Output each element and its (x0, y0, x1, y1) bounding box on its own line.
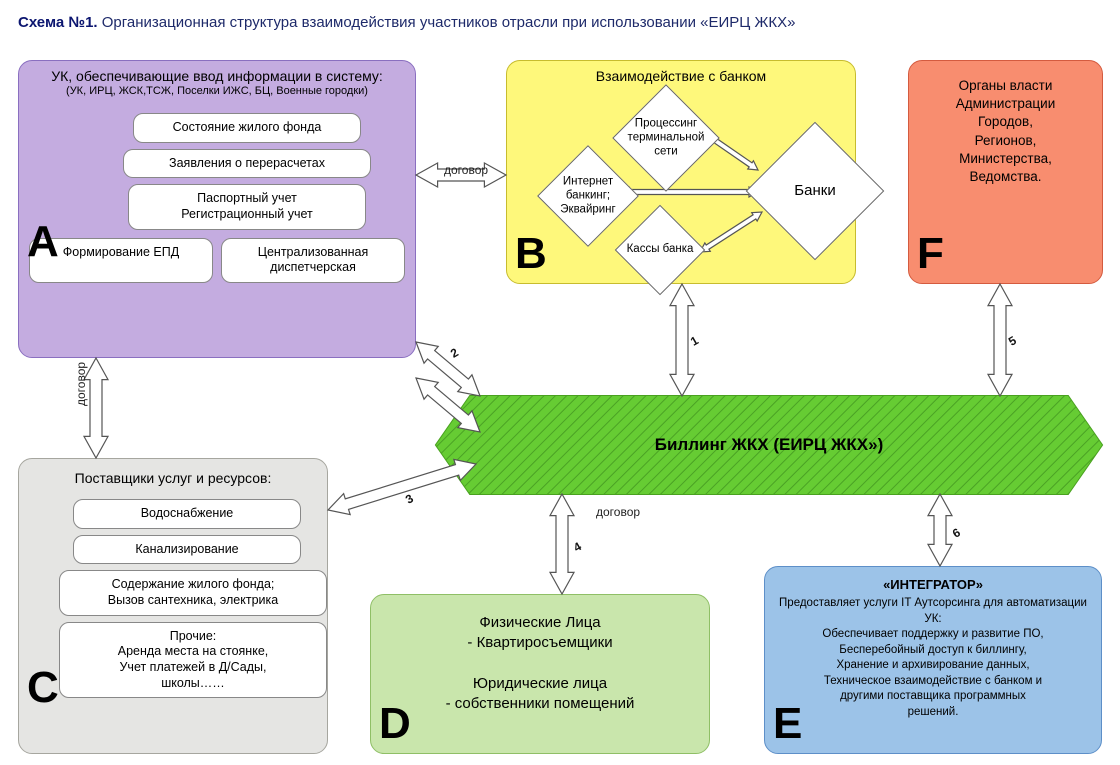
edge-label: договор (74, 362, 88, 406)
block-a-item: Состояние жилого фонда (133, 113, 361, 143)
block-f: Органы властиАдминистрацииГородов,Регион… (908, 60, 1103, 284)
block-e-title: «ИНТЕГРАТОР» (765, 567, 1101, 592)
block-f-letter: F (917, 229, 944, 279)
block-a: УК, обеспечивающие ввод информации в сис… (18, 60, 416, 358)
billing-label: Биллинг ЖКХ (ЕИРЦ ЖКХ») (655, 435, 884, 455)
page-title: Схема №1. Организационная структура взаи… (18, 14, 795, 31)
edge-number: 5 (1006, 333, 1019, 348)
block-c-item: Содержание жилого фонда;Вызов сантехника… (59, 570, 327, 615)
edge-number: 6 (950, 525, 963, 540)
billing-box: Биллинг ЖКХ (ЕИРЦ ЖКХ») (436, 396, 1102, 494)
block-e-letter: E (773, 699, 802, 749)
edge-label: договор (444, 163, 488, 177)
edge-number: 3 (403, 491, 416, 506)
block-a-letter: A (27, 217, 59, 267)
block-b-letter: B (515, 229, 547, 279)
edge-number: 2 (448, 345, 461, 360)
edge-number: 1 (688, 333, 701, 348)
block-c: Поставщики услуг и ресурсов: Водоснабжен… (18, 458, 328, 754)
block-c-item: Канализирование (73, 535, 301, 565)
block-a-header: УК, обеспечивающие ввод информации в сис… (51, 68, 383, 84)
block-a-sub: (УК, ИРЦ, ЖСК,ТСЖ, Поселки ИЖС, БЦ, Воен… (19, 85, 415, 103)
block-a-item: Паспортный учетРегистрационный учет (128, 184, 366, 229)
block-c-letter: C (27, 663, 59, 713)
block-a-item: Заявления о перерасчетах (123, 149, 371, 179)
block-a-item: Централизованная диспетчерская (221, 238, 405, 283)
edge-label: договор (596, 505, 640, 519)
block-d-letter: D (379, 699, 411, 749)
diagram-stage: Схема №1. Организационная структура взаи… (0, 0, 1120, 765)
block-c-header: Поставщики услуг и ресурсов: (19, 459, 327, 487)
block-e: «ИНТЕГРАТОР» Предоставляет услуги IT Аут… (764, 566, 1102, 754)
block-b-header: Взаимодействие с банком (507, 61, 855, 85)
block-c-item: Прочие:Аренда места на стоянке,Учет плат… (59, 622, 327, 699)
block-c-item: Водоснабжение (73, 499, 301, 529)
block-d: Физические Лица- Квартиросъемщики Юридич… (370, 594, 710, 754)
edge-number: 4 (571, 539, 584, 554)
